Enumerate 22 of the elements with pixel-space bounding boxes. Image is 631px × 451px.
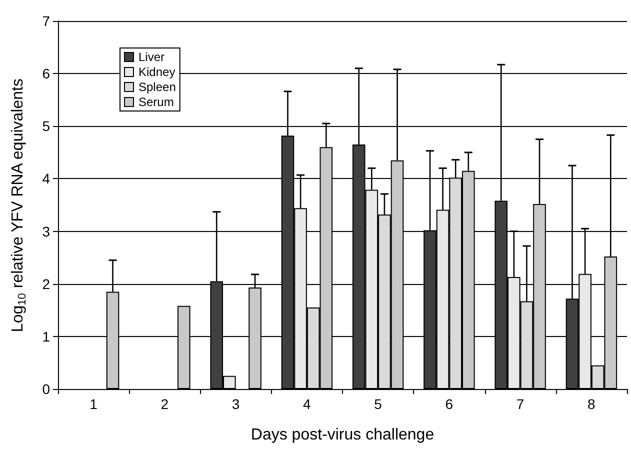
y-tick-label: 6 <box>42 66 50 82</box>
legend-label: Kidney <box>138 65 176 79</box>
y-tick-label: 5 <box>42 118 50 134</box>
x-tick-label: 7 <box>516 396 524 412</box>
x-tick-label: 3 <box>232 396 240 412</box>
x-tick-label: 1 <box>90 396 98 412</box>
x-tick-label: 8 <box>588 396 596 412</box>
legend-label: Serum <box>138 95 174 109</box>
y-tick-label: 1 <box>42 328 50 344</box>
x-tick-label: 5 <box>374 396 382 412</box>
x-tick-label: 4 <box>303 396 312 412</box>
y-tick-label: 7 <box>42 13 50 29</box>
x-tick-label: 6 <box>445 396 454 412</box>
legend-label: Spleen <box>138 80 176 94</box>
y-tick-label: 2 <box>42 276 50 292</box>
x-tick-label: 2 <box>160 396 169 412</box>
legend-label: Liver <box>138 50 165 64</box>
y-tick-label: 0 <box>42 381 50 397</box>
y-tick-label: 4 <box>42 170 50 187</box>
y-axis-title: Log10 relative YFV RNA equivalents <box>10 78 28 332</box>
y-tick-label: 3 <box>42 223 50 240</box>
x-axis-title: Days post-virus challenge <box>250 426 434 444</box>
